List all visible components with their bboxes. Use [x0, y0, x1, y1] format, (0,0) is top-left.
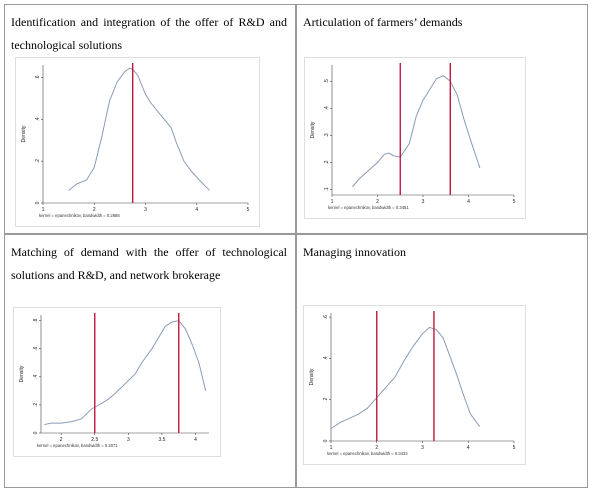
density-curve [352, 75, 481, 188]
kernel-note: kernel = epanechnikov, bandwidth = 0.345… [328, 205, 409, 210]
x-tick-label: 4 [467, 199, 470, 205]
x-tick-label: 2 [93, 207, 96, 213]
y-tick-label: 0 [35, 201, 41, 204]
y-tick-label: .6 [323, 315, 329, 319]
y-tick-label: .6 [33, 346, 39, 350]
density-curve [68, 67, 210, 191]
chart-frame [15, 57, 260, 227]
x-tick-label: 1 [330, 445, 333, 451]
y-tick-label: .4 [324, 106, 330, 110]
y-tick-label: .4 [323, 356, 329, 360]
panel-identification: Identification and integration of the of… [4, 4, 296, 234]
y-tick-label: .1 [324, 187, 330, 191]
x-tick-label: 4 [194, 437, 197, 443]
x-tick-label: 4 [195, 207, 198, 213]
x-tick-label: 5 [513, 199, 516, 205]
density-plot: 0 .2 .4 .6 .8 2 2.5 3 3.5 4 Density kernel = epanec… [13, 307, 221, 457]
y-tick-label: .5 [324, 79, 330, 83]
y-tick-label: .4 [35, 117, 41, 121]
x-tick-label: 2 [376, 199, 379, 205]
y-tick-label: 0 [323, 439, 329, 442]
y-axis-label: Density [21, 125, 27, 142]
x-tick-label: 3 [144, 207, 147, 213]
y-tick-label: .3 [324, 133, 330, 137]
chart-svg: .1 .2 .3 .4 .5 1 2 3 4 5 Density kernel = epanechni… [304, 57, 526, 219]
x-tick-label: 3 [421, 445, 424, 451]
y-tick-label: 0 [33, 431, 39, 434]
chart-svg: 0 .2 .4 .6 1 2 3 4 5 Density kernel = epanechnikov… [303, 305, 526, 465]
chart-frame [13, 307, 221, 457]
panel-articulation: Articulation of farmers’ demands .1 .2 .3.… [296, 4, 588, 234]
x-tick-label: 5 [247, 207, 250, 213]
x-tick-label: 2.5 [91, 437, 98, 443]
kernel-note: kernel = epanechnikov, bandwidth = 0.343… [327, 451, 408, 456]
density-plot: 0 .2 .4 .6 1 2 3 4 5 Density kernel = epanechnikov… [303, 305, 526, 465]
density-plot: .1 .2 .3 .4 .5 1 2 3 4 5 Density kernel = epanechni… [304, 57, 526, 219]
chart-svg: 0 .2 .4 .6 1 2 3 4 5 Density kernel = epanechnikov… [15, 57, 260, 227]
chart-frame [304, 57, 526, 219]
panel-title: Identification and integration of the of… [11, 15, 287, 52]
y-tick-label: .8 [33, 318, 39, 322]
y-axis-label: Density [19, 365, 25, 382]
panel-title: Matching of demand with the offer of tec… [11, 245, 287, 282]
kernel-note: kernel = epanechnikov, bandwidth = 0.207… [37, 443, 118, 448]
panel-managing: Managing innovation 0 .2 .4 .6 1 2 3 4 5 Density k… [296, 234, 588, 488]
x-tick-label: 1 [42, 207, 45, 213]
x-tick-label: 5 [513, 445, 516, 451]
density-curve [44, 320, 207, 426]
x-tick-label: 3 [127, 437, 130, 443]
y-tick-label: .2 [324, 160, 330, 164]
kernel-note: kernel = epanechnikov, bandwidth = 0.288… [39, 213, 120, 218]
y-tick-label: .4 [33, 375, 39, 379]
panel-title: Articulation of farmers’ demands [303, 15, 463, 29]
x-tick-label: 1 [331, 199, 334, 205]
x-tick-label: 4 [467, 445, 470, 451]
y-tick-label: .2 [35, 159, 41, 163]
y-tick-label: .6 [35, 75, 41, 79]
x-tick-label: 3 [422, 199, 425, 205]
y-axis-label: Density [309, 368, 315, 385]
density-curve [330, 326, 481, 430]
x-tick-label: 2 [60, 437, 63, 443]
chart-svg: 0 .2 .4 .6 .8 2 2.5 3 3.5 4 Density kernel = epanec… [13, 307, 221, 457]
panel-matching: Matching of demand with the offer of tec… [4, 234, 296, 488]
x-tick-label: 2 [375, 445, 378, 451]
chart-frame [303, 305, 526, 465]
y-axis-label: Density [310, 121, 316, 138]
density-plot: 0 .2 .4 .6 1 2 3 4 5 Density kernel = epanechnikov… [15, 57, 260, 227]
y-tick-label: .2 [323, 397, 329, 401]
y-tick-label: .2 [33, 403, 39, 407]
panel-title: Managing innovation [303, 245, 406, 259]
x-tick-label: 3.5 [158, 437, 165, 443]
